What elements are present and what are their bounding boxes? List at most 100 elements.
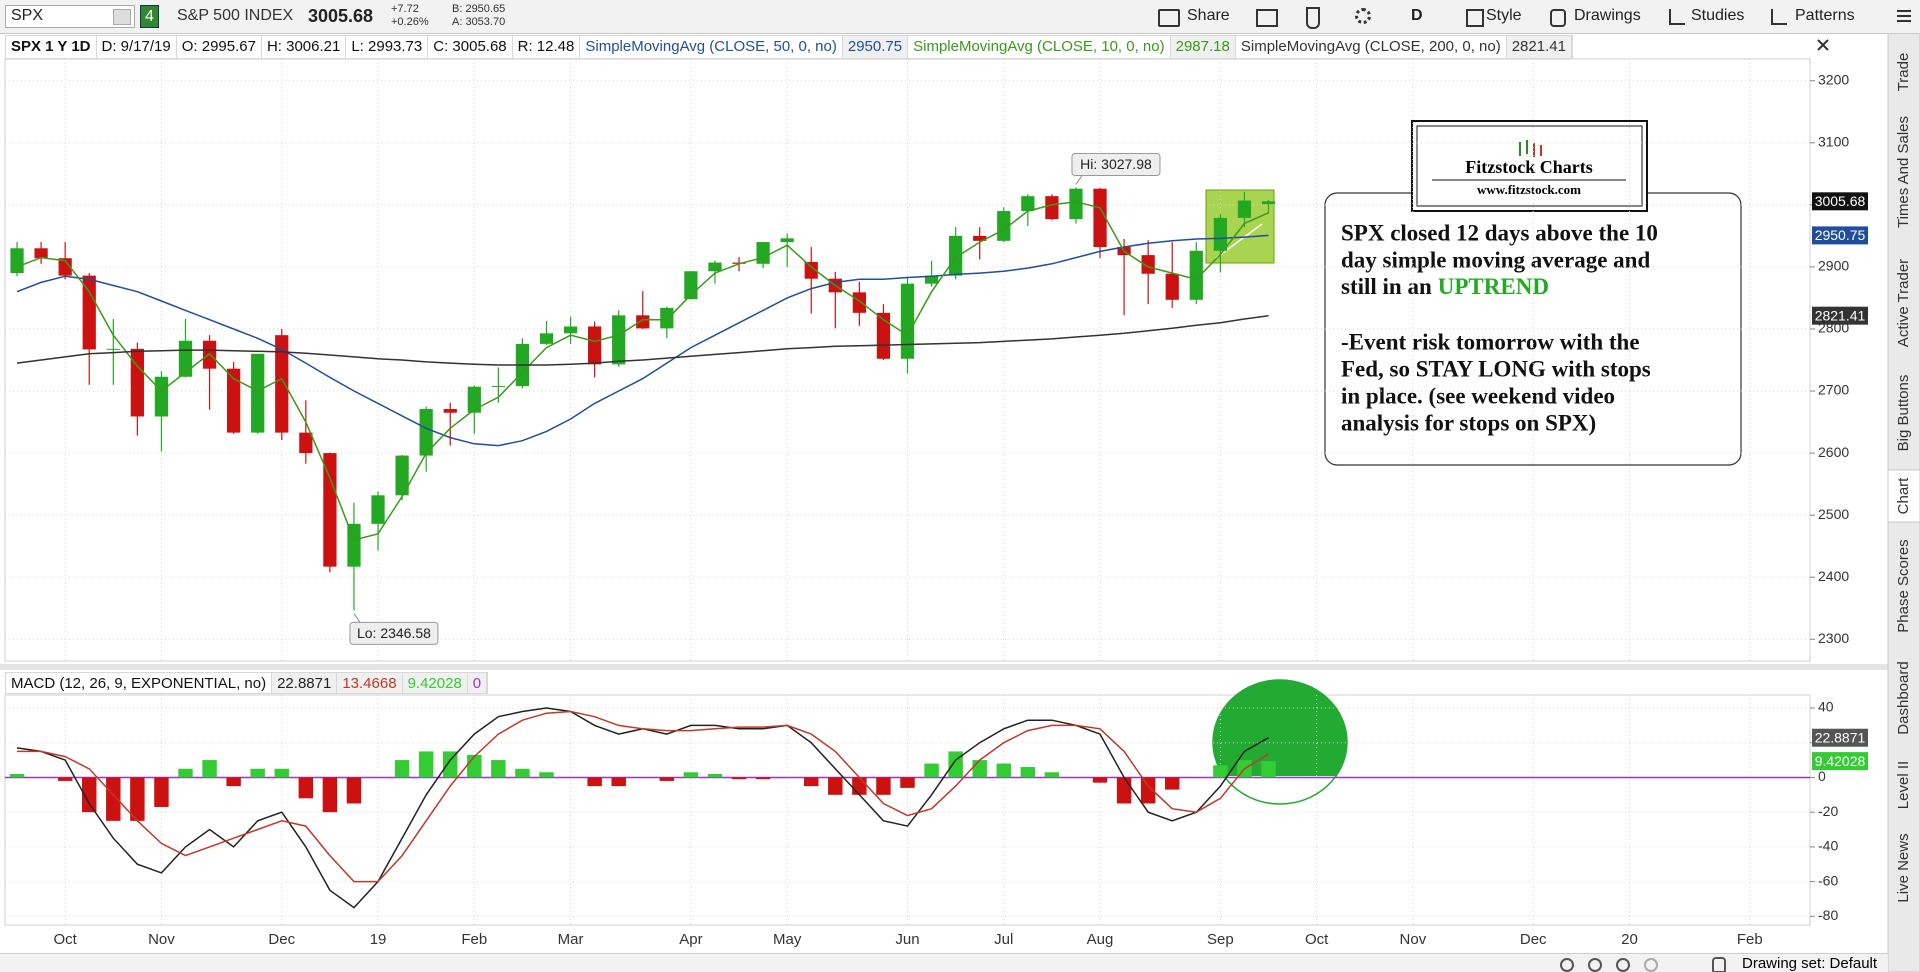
value-box	[1812, 192, 1868, 211]
info-open: O: 2995.67	[177, 36, 262, 58]
candle-body	[1261, 201, 1276, 205]
x-tick-label: Jul	[994, 931, 1013, 948]
sidebar-tab[interactable]: Phase Scores	[1895, 539, 1912, 632]
candle-body	[251, 353, 265, 433]
x-tick-label: Sep	[1207, 931, 1234, 948]
study-value: 2987.18	[1170, 36, 1236, 58]
candle-body	[178, 340, 193, 377]
histogram-bar	[394, 760, 410, 778]
x-tick-label: Dec	[268, 931, 295, 948]
annotation-pointer	[353, 613, 361, 623]
sidebar-tab[interactable]: Trade	[1895, 53, 1912, 92]
y-tick-label: -20	[1818, 803, 1838, 819]
study-name: SimpleMovingAvg (CLOSE, 10, 0, no)	[908, 36, 1171, 58]
candle-body	[227, 368, 241, 433]
x-tick-label: 19	[370, 931, 387, 948]
x-tick-label: Jun	[895, 931, 919, 948]
zoom-icon[interactable]	[1560, 958, 1574, 972]
histogram-bar	[298, 777, 314, 799]
candle-body	[1045, 196, 1059, 220]
value-box	[1812, 752, 1868, 771]
candle-body	[1165, 273, 1179, 300]
macd-header: MACD (12, 26, 9, EXPONENTIAL, no) 22.887…	[5, 672, 489, 694]
sidebar-tab[interactable]: Level II	[1895, 761, 1912, 809]
histogram-bar	[948, 751, 963, 778]
histogram-bar	[683, 772, 699, 778]
toolbar-button[interactable]: D	[1411, 7, 1423, 24]
sidebar-tab[interactable]: Dashboard	[1895, 661, 1912, 734]
footer: Drawing set: Default	[0, 953, 1888, 972]
toolbar-button[interactable]: Studies	[1691, 7, 1745, 24]
icon-button[interactable]	[1256, 9, 1278, 27]
candle-body	[58, 258, 72, 276]
histogram-bar	[82, 777, 97, 813]
y-tick-label: 40	[1818, 699, 1834, 715]
ask: A: 3053.70	[452, 16, 506, 28]
macd-value: 22.8871	[272, 673, 338, 693]
candle-body	[588, 326, 602, 365]
candle-body	[1213, 217, 1227, 251]
series-line	[16, 314, 1269, 366]
candle-body	[924, 275, 939, 284]
icon-button[interactable]	[1355, 8, 1371, 24]
zoom-icon[interactable]	[1644, 958, 1658, 972]
info-high: H: 3006.21	[262, 36, 347, 58]
histogram-bar	[250, 768, 265, 778]
candle-body	[876, 312, 891, 359]
histogram-bar	[1044, 772, 1060, 778]
icon-button[interactable]	[1306, 7, 1320, 29]
symbol-input[interactable]: SPX	[5, 5, 135, 28]
candle-body	[612, 315, 626, 365]
histogram-bar	[154, 777, 169, 807]
zoom-icon[interactable]	[1588, 958, 1602, 972]
collapse-icon[interactable]	[1817, 39, 1829, 51]
y-tick-label: 0	[1818, 768, 1826, 784]
y-tick-label: 2700	[1818, 382, 1849, 398]
histogram-bar	[539, 772, 554, 778]
macd-signal: 13.4668	[337, 673, 403, 693]
histogram-bar	[130, 777, 145, 821]
candle-body	[1069, 188, 1083, 220]
toolbar-button[interactable]: Drawings	[1574, 7, 1641, 24]
sidebar-tab[interactable]: Active Trader	[1895, 259, 1912, 347]
candle-body	[323, 453, 337, 567]
histogram-bar	[1261, 761, 1276, 778]
y-tick-label: -60	[1818, 872, 1838, 888]
histogram-bar	[996, 763, 1011, 778]
toolbar-button[interactable]: Style	[1486, 7, 1522, 24]
value-box	[1812, 226, 1868, 245]
candle-body	[491, 386, 505, 388]
sidebar-tab[interactable]: Times And Sales	[1895, 116, 1912, 228]
candle-body	[636, 315, 650, 329]
candle-body	[10, 248, 24, 274]
y-tick-label: 3200	[1818, 71, 1849, 87]
x-tick-label: May	[773, 931, 802, 948]
drawing-set[interactable]: Drawing set: Default	[1742, 955, 1878, 972]
menu-button[interactable]	[1888, 0, 1920, 34]
histogram-bar	[731, 777, 747, 780]
value-box-label: 3005.68	[1815, 193, 1866, 209]
candle-body	[347, 523, 361, 567]
dropdown-arrow[interactable]	[113, 9, 131, 25]
sidebar-tab[interactable]: Live News	[1895, 833, 1912, 902]
sidebar-tab[interactable]: Chart	[1895, 477, 1912, 515]
histogram-bar	[346, 777, 362, 804]
candle-body	[1189, 250, 1203, 300]
candle-body	[708, 262, 722, 272]
info-bar: SPX 1 Y 1D D: 9/17/19 O: 2995.67 H: 3006…	[5, 35, 1573, 59]
commentary-line: in place. (see weekend video	[1341, 383, 1615, 408]
y-tick-label: 2500	[1818, 506, 1849, 522]
toolbar-button[interactable]: Share	[1187, 7, 1230, 24]
histogram-bar	[178, 768, 193, 778]
histogram-bar	[491, 760, 506, 778]
candle-body	[275, 335, 289, 433]
candle-body	[419, 409, 433, 456]
zoom-icon[interactable]	[1616, 958, 1630, 972]
toolbar-button[interactable]: Patterns	[1795, 7, 1855, 24]
sidebar-tab[interactable]: Big Buttons	[1895, 375, 1912, 452]
pan-icon[interactable]	[1712, 957, 1726, 972]
histogram-bar	[755, 777, 771, 780]
link-badge[interactable]: 4	[140, 5, 159, 28]
last-price: 3005.68	[308, 6, 374, 26]
